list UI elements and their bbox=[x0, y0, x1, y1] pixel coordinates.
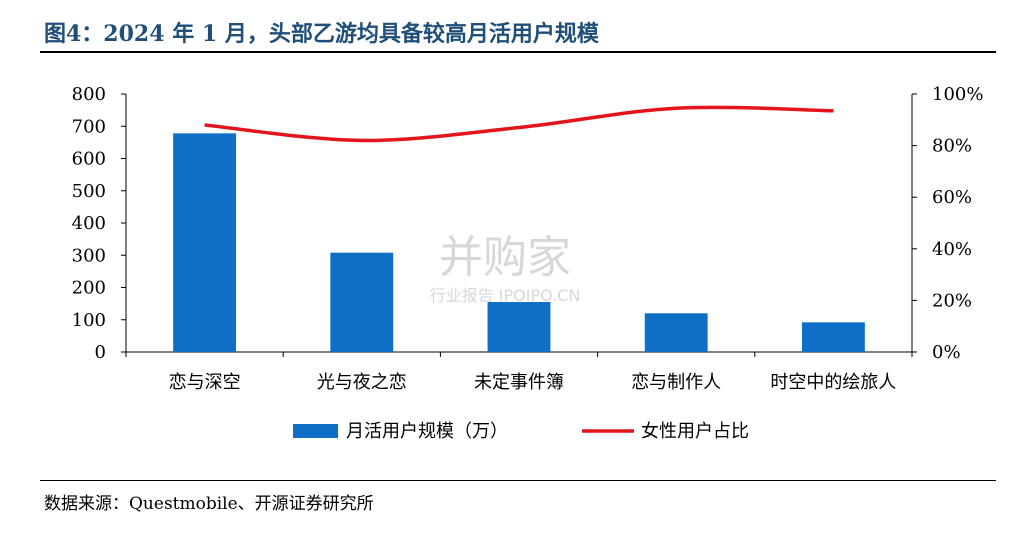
legend-line-label: 女性用户占比 bbox=[641, 421, 749, 442]
bar bbox=[487, 302, 551, 352]
right-tick-label: 80% bbox=[932, 136, 972, 157]
category-labels: 恋与深空 光与夜之恋 未定事件簿 恋与制作人 时空中的绘旅人 bbox=[169, 371, 897, 393]
bar bbox=[330, 252, 394, 352]
left-tick-label: 100 bbox=[72, 310, 106, 331]
category-label: 光与夜之恋 bbox=[317, 371, 407, 393]
category-label: 恋与深空 bbox=[169, 371, 241, 393]
legend-bar-swatch bbox=[293, 424, 338, 438]
bar bbox=[644, 313, 708, 352]
right-tick-label: 40% bbox=[932, 239, 972, 260]
left-tick-label: 800 bbox=[72, 84, 106, 105]
source-note: 数据来源：Questmobile、开源证券研究所 bbox=[44, 494, 374, 514]
watermark-sub: 行业报告 IPOIPO.CN bbox=[430, 286, 581, 305]
right-tick-label: 20% bbox=[932, 290, 972, 311]
source-rule bbox=[40, 480, 996, 481]
legend: 月活用户规模（万） 女性用户占比 bbox=[293, 421, 749, 442]
left-tick-label: 300 bbox=[72, 245, 106, 266]
bar bbox=[801, 322, 865, 352]
legend-bar-label: 月活用户规模（万） bbox=[346, 421, 508, 442]
left-tick-label: 0 bbox=[95, 342, 106, 363]
axes: 0 100 200 300 400 500 600 700 800 0% 20% 40% 60% 80% 1… bbox=[72, 84, 984, 363]
left-tick-label: 500 bbox=[72, 181, 106, 202]
line-series bbox=[204, 105, 834, 143]
right-tick-label: 0% bbox=[932, 342, 961, 363]
category-label: 未定事件簿 bbox=[474, 372, 564, 393]
left-tick-label: 200 bbox=[72, 278, 106, 299]
right-tick-label: 100% bbox=[932, 84, 983, 105]
right-tick-label: 60% bbox=[932, 187, 972, 208]
watermark: 并购家 行业报告 IPOIPO.CN bbox=[430, 232, 581, 305]
line-path bbox=[204, 105, 834, 143]
category-label: 恋与制作人 bbox=[631, 371, 721, 393]
category-label: 时空中的绘旅人 bbox=[770, 372, 896, 393]
title-rule bbox=[40, 51, 996, 53]
left-tick-label: 700 bbox=[72, 116, 106, 137]
bar-series bbox=[173, 133, 865, 352]
left-tick-label: 400 bbox=[72, 213, 106, 234]
left-tick-label: 600 bbox=[72, 149, 106, 170]
figure-title: 图4：2024 年 1 月，头部乙游均具备较高月活用户规模 bbox=[44, 21, 599, 47]
watermark-main: 并购家 bbox=[439, 232, 571, 283]
bar bbox=[173, 133, 237, 352]
